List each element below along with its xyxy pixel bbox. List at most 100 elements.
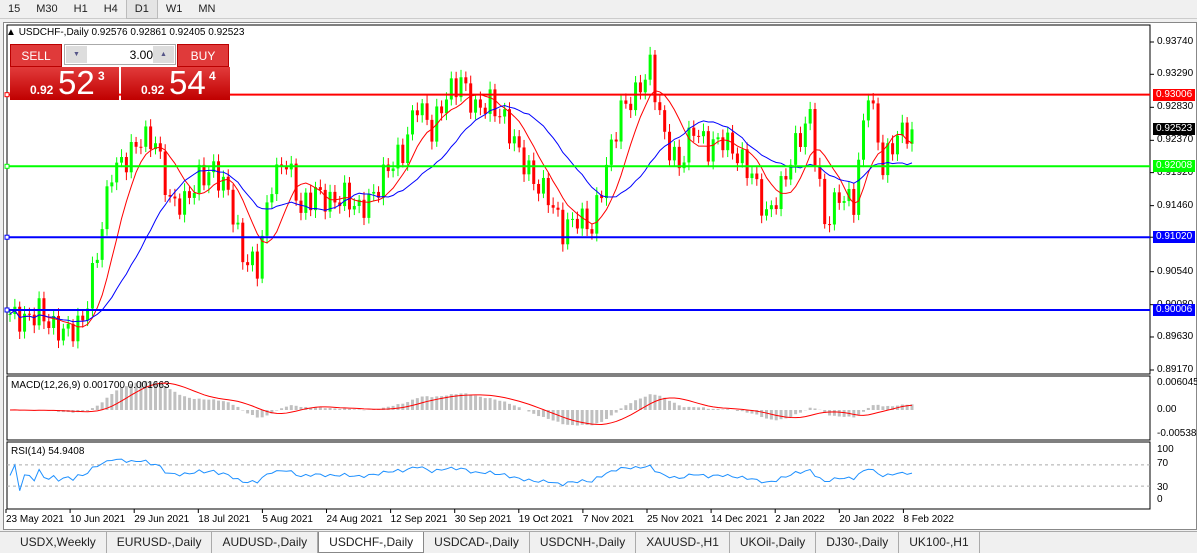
candle-body: [469, 83, 473, 113]
candle-body: [857, 159, 861, 215]
candle-body: [343, 182, 347, 207]
timeframe-h4[interactable]: H4: [103, 3, 118, 15]
candle-body: [347, 182, 351, 210]
timeframe-m30[interactable]: M30: [36, 3, 58, 15]
macd-bar: [110, 394, 114, 410]
timeframe-w1[interactable]: W1: [165, 3, 183, 15]
macd-bar: [658, 395, 662, 410]
macd-bar: [246, 410, 250, 414]
macd-bar: [270, 410, 274, 414]
macd-bar: [464, 393, 468, 410]
macd-bar: [866, 407, 870, 410]
candle-body: [852, 188, 856, 215]
line-handle: [4, 163, 10, 169]
macd-bar: [454, 394, 458, 410]
sell-button[interactable]: SELL: [10, 44, 62, 67]
macd-bar: [711, 408, 715, 410]
macd-bar: [663, 397, 667, 410]
candle-body: [891, 143, 895, 155]
candle-body: [352, 205, 356, 210]
macd-bar: [401, 403, 405, 410]
timeframe-d1[interactable]: D1: [125, 0, 158, 19]
buy-price[interactable]: 0.92 54 4: [121, 64, 230, 101]
macd-bar: [503, 401, 507, 410]
candle-body: [377, 191, 381, 198]
macd-bar: [813, 408, 817, 410]
hline-price-tag: 0.92008: [1153, 160, 1196, 173]
date-label: 19 Oct 2021: [518, 514, 574, 525]
macd-bar: [430, 397, 434, 410]
lot-increase-icon[interactable]: ▲: [153, 46, 174, 63]
candle-body: [284, 166, 288, 170]
candle-body: [740, 149, 744, 164]
macd-bar: [202, 399, 206, 410]
macd-bar: [328, 408, 332, 410]
macd-bar: [604, 410, 608, 420]
candle-body: [900, 122, 904, 136]
candle-body: [221, 176, 225, 191]
chart-window[interactable]: [3, 22, 1197, 530]
macd-bar: [837, 410, 841, 417]
candle-body: [454, 78, 458, 98]
candle-body: [527, 160, 531, 175]
macd-bar: [250, 410, 254, 416]
candle-body: [571, 218, 575, 220]
candle-body: [474, 99, 478, 113]
chart-tab[interactable]: UK100-,H1: [899, 532, 980, 553]
candle-body: [478, 99, 482, 108]
price-axis-label: 0.93290: [1157, 68, 1194, 80]
timeframe-mn[interactable]: MN: [198, 3, 216, 15]
macd-bar: [609, 410, 613, 416]
macd-bar: [178, 394, 182, 410]
chart-tab[interactable]: EURUSD-,Daily: [107, 532, 213, 553]
candle-body: [56, 315, 60, 341]
candle-body: [755, 173, 759, 180]
candle-body: [794, 133, 798, 165]
lot-decrease-icon[interactable]: ▼: [66, 46, 87, 63]
macd-bar: [153, 381, 157, 410]
sell-price[interactable]: 0.92 52 3: [10, 64, 119, 101]
macd-bar: [634, 400, 638, 410]
price-axis-label: 0.93740: [1157, 36, 1194, 47]
rsi-panel-frame: [6, 441, 1151, 510]
candle-body: [153, 143, 157, 150]
candle-body: [18, 306, 22, 332]
lot-size-input[interactable]: ▼ 3.00 ▲: [64, 44, 176, 65]
chart-tab[interactable]: USDCNH-,Daily: [530, 532, 637, 553]
chart-tab[interactable]: USDCHF-,Daily: [318, 532, 425, 553]
candle-body: [95, 259, 99, 263]
macd-bar: [440, 396, 444, 410]
candle-body: [522, 147, 526, 175]
timeframe-h1[interactable]: H1: [73, 3, 88, 15]
timeframe-m15[interactable]: 15: [8, 3, 21, 15]
chart-tab[interactable]: UKOil-,Daily: [730, 532, 817, 553]
macd-bar: [299, 406, 303, 410]
rsi-label: RSI(14) 54.9408: [11, 446, 85, 457]
macd-bar: [716, 408, 720, 410]
candle-body: [823, 178, 827, 225]
candle-body: [90, 262, 94, 309]
chart-tab[interactable]: USDX,Weekly: [10, 532, 107, 553]
candle-body: [910, 129, 914, 144]
chart-tab[interactable]: USDCAD-,Daily: [424, 532, 530, 553]
macd-bar: [682, 407, 686, 410]
candle-body: [134, 142, 138, 147]
macd-bar: [668, 400, 672, 410]
candle-body: [32, 314, 36, 326]
chart-tab[interactable]: DJ30-,Daily: [816, 532, 900, 553]
macd-bar: [905, 404, 909, 410]
macd-bar: [862, 410, 866, 412]
macd-bar: [512, 405, 516, 410]
macd-bar: [333, 408, 337, 410]
macd-bar: [347, 408, 351, 410]
buy-button[interactable]: BUY: [177, 44, 229, 67]
chart-tab[interactable]: XAUUSD-,H1: [636, 532, 730, 553]
macd-bar: [459, 393, 463, 410]
candle-body: [192, 192, 196, 198]
chart-tab[interactable]: AUDUSD-,Daily: [212, 532, 319, 553]
candle-body: [726, 132, 730, 151]
macd-bar: [207, 399, 211, 410]
macd-bar: [129, 383, 133, 410]
candle-body: [614, 139, 618, 142]
